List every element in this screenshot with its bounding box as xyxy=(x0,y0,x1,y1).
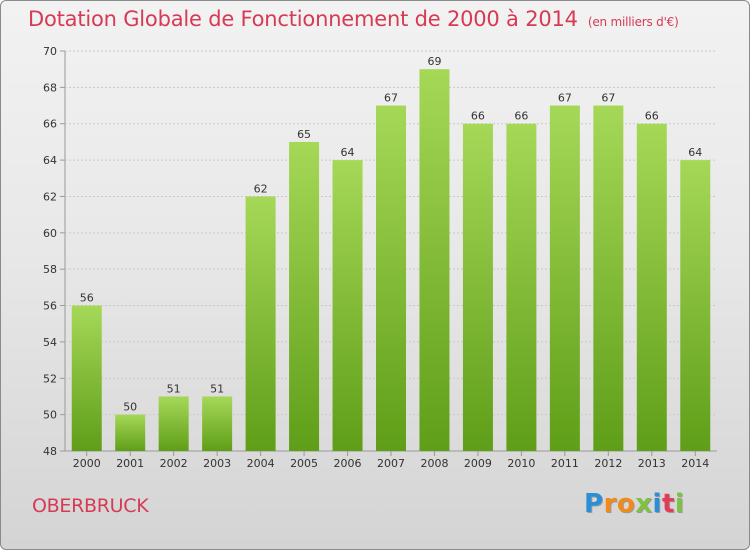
y-tick-label: 52 xyxy=(43,372,57,385)
data-label: 51 xyxy=(210,382,224,395)
y-tick-label: 54 xyxy=(43,336,57,349)
data-label: 56 xyxy=(80,292,94,305)
x-tick-label: 2011 xyxy=(551,457,579,470)
x-tick-label: 2003 xyxy=(203,457,231,470)
x-tick-label: 2002 xyxy=(160,457,188,470)
x-tick-label: 2012 xyxy=(594,457,622,470)
y-tick-label: 56 xyxy=(43,300,57,313)
data-label: 66 xyxy=(471,110,485,123)
logo-letter: i xyxy=(652,489,662,519)
x-tick-label: 2009 xyxy=(464,457,492,470)
data-label: 64 xyxy=(341,146,355,159)
data-label: 64 xyxy=(688,146,702,159)
x-tick-label: 2013 xyxy=(638,457,666,470)
logo-letter: r xyxy=(603,489,617,519)
data-label: 67 xyxy=(601,92,615,105)
commune-name: OBERBRUCK xyxy=(32,495,149,517)
bar-2005 xyxy=(289,141,320,451)
y-tick-label: 62 xyxy=(43,190,57,203)
y-tick-label: 68 xyxy=(43,81,57,94)
bar-2013 xyxy=(636,123,667,452)
x-tick-label: 2014 xyxy=(681,457,709,470)
data-label: 67 xyxy=(558,92,572,105)
bars xyxy=(71,69,711,452)
y-tick-label: 48 xyxy=(43,445,57,458)
data-label: 65 xyxy=(297,128,311,141)
data-label: 66 xyxy=(514,110,528,123)
data-labels: 56 50 51 51 62 65 64 67 69 66 66 67 67 66 64 xyxy=(80,55,703,413)
data-label: 62 xyxy=(254,182,268,195)
bar-2014 xyxy=(680,160,711,451)
y-tick-label: 58 xyxy=(43,263,57,276)
x-axis: 2000 2001 2002 2003 2004 2005 2006 2007 2008 2009… xyxy=(73,451,709,470)
bar-2004 xyxy=(245,196,276,451)
y-axis: 48 50 52 54 56 58 60 62 64 66 68 70 xyxy=(43,45,57,458)
chart-title: Dotation Globale de Fonctionnement de 20… xyxy=(28,7,679,31)
x-tick-label: 2000 xyxy=(73,457,101,470)
x-tick-label: 2007 xyxy=(377,457,405,470)
data-label: 67 xyxy=(384,92,398,105)
y-tick-label: 60 xyxy=(43,227,57,240)
y-tick-label: 66 xyxy=(43,118,57,131)
bar-2006 xyxy=(332,160,363,451)
y-tick-label: 50 xyxy=(43,409,57,422)
logo-letter: i xyxy=(674,489,685,519)
bar-2011 xyxy=(549,105,580,451)
bar-2007 xyxy=(376,105,406,451)
x-tick-label: 2004 xyxy=(247,457,275,470)
x-tick-label: 2008 xyxy=(420,457,448,470)
x-tick-label: 2001 xyxy=(116,457,144,470)
logo-letter: P xyxy=(584,489,604,519)
x-tick-label: 2006 xyxy=(334,457,362,470)
data-label: 51 xyxy=(167,382,181,395)
bar-2002 xyxy=(158,396,189,451)
bar-2003 xyxy=(202,396,233,451)
x-tick-label: 2005 xyxy=(290,457,318,470)
data-label: 66 xyxy=(645,110,659,123)
bar-2010 xyxy=(506,123,537,452)
x-tick-label: 2010 xyxy=(507,457,535,470)
data-label: 69 xyxy=(427,55,441,68)
logo-letter: t xyxy=(661,489,675,519)
y-tick-label: 70 xyxy=(43,45,57,58)
logo-letter: o xyxy=(616,489,636,519)
y-tick-label: 64 xyxy=(43,154,57,167)
chart-unit: (en milliers d'€) xyxy=(587,15,679,29)
bar-2009 xyxy=(462,123,493,452)
bar-2012 xyxy=(593,105,624,451)
bar-2008 xyxy=(419,69,450,451)
chart-title-text: Dotation Globale de Fonctionnement de 20… xyxy=(28,7,578,31)
proxiti-logo: Proxiti xyxy=(584,489,684,519)
bar-2000 xyxy=(71,305,102,451)
data-label: 50 xyxy=(123,401,137,414)
bar-2001 xyxy=(115,414,146,451)
logo-letter: x xyxy=(635,489,653,519)
